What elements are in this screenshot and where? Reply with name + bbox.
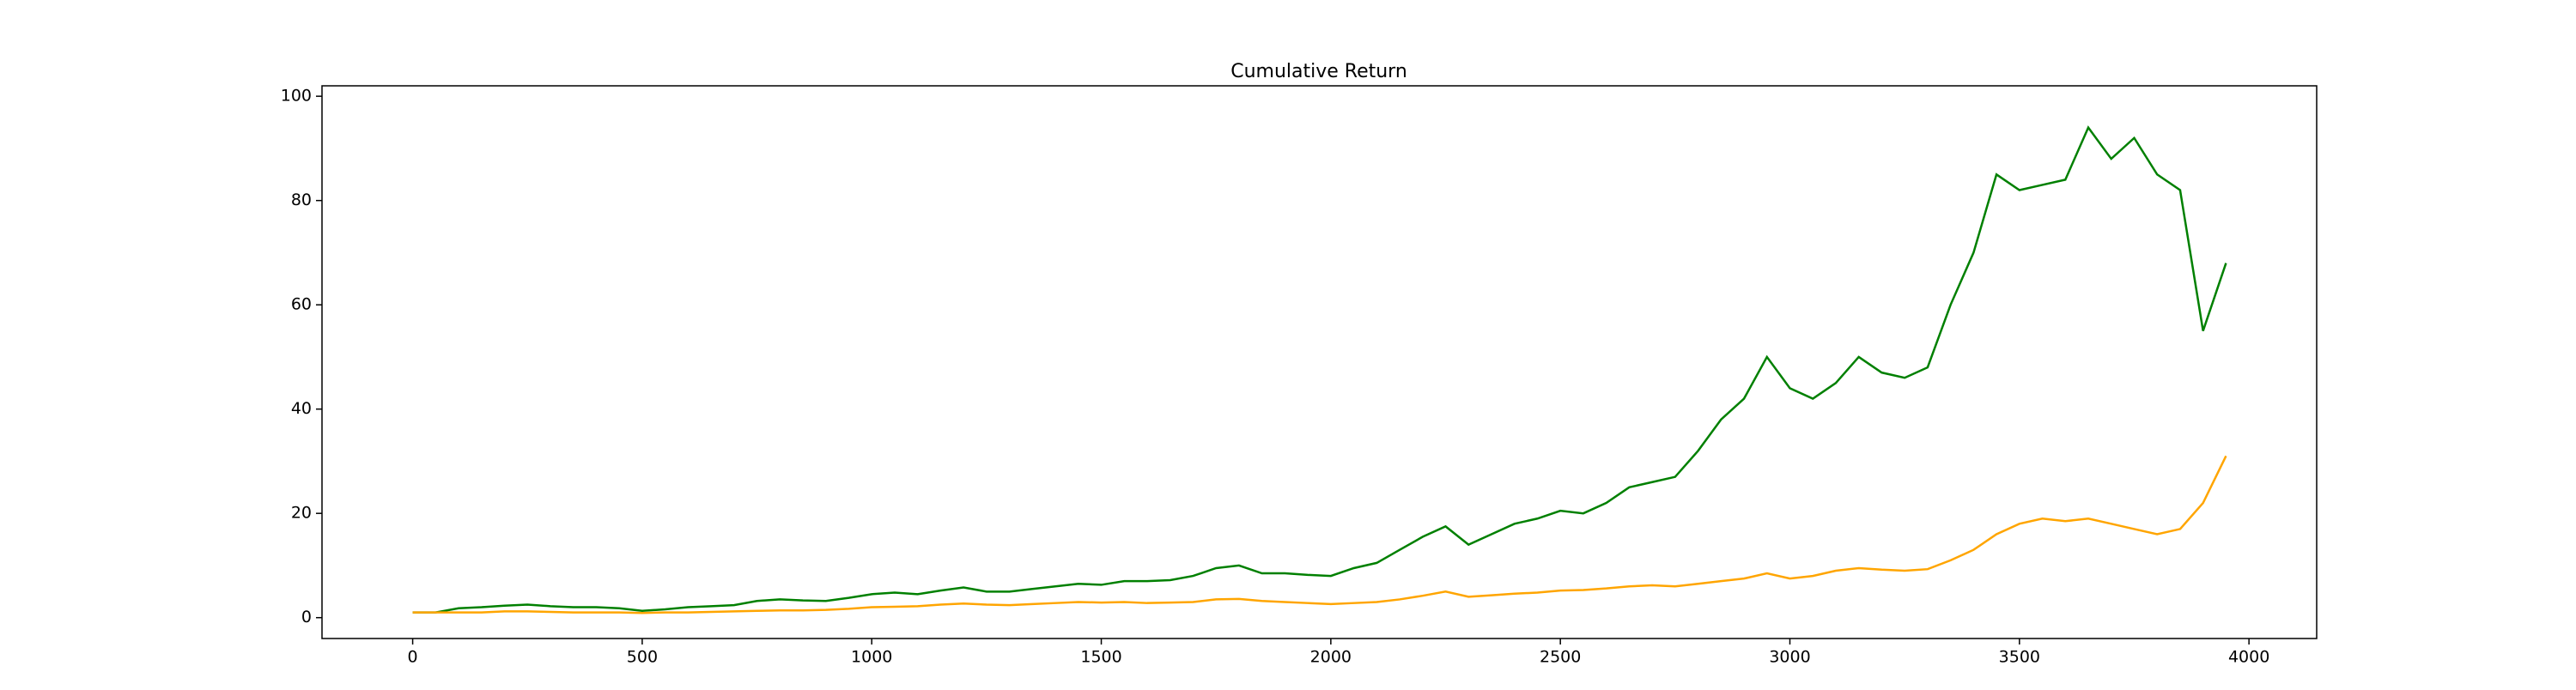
x-tick-label: 2000 [1310,648,1352,667]
x-tick-label: 1000 [851,648,892,667]
y-tick-label: 0 [301,608,312,626]
x-tick-label: 1500 [1080,648,1121,667]
x-tick-label: 2500 [1540,648,1581,667]
x-tick-label: 3000 [1769,648,1810,667]
x-tick-label: 0 [408,648,418,667]
y-tick-label: 40 [291,399,312,418]
plot-frame [321,85,2318,639]
y-tick-label: 100 [281,87,312,106]
x-tick-label: 4000 [2228,648,2269,667]
y-tick-label: 60 [291,295,312,314]
x-tick-label: 500 [627,648,658,667]
series-line [412,455,2227,614]
series-line [412,125,2227,614]
chart-title: Cumulative Return [1230,61,1407,82]
x-tick-label: 3500 [1999,648,2040,667]
y-tick-label: 20 [291,504,312,523]
y-tick-label: 80 [291,191,312,209]
